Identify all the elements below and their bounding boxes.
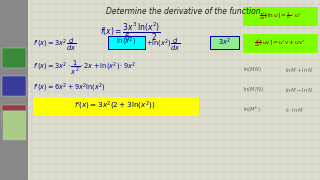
FancyBboxPatch shape (33, 96, 198, 116)
Text: Determine the derivative of the function.: Determine the derivative of the function… (107, 7, 263, 16)
Text: $+ \ln(x^2)\dfrac{d}{dx}$: $+ \ln(x^2)\dfrac{d}{dx}$ (146, 37, 180, 53)
FancyBboxPatch shape (2, 110, 26, 140)
FancyBboxPatch shape (243, 6, 317, 26)
Text: $k\cdot\ln M$: $k\cdot\ln M$ (285, 106, 304, 114)
Text: $\ln(MN)$: $\ln(MN)$ (243, 66, 262, 75)
Text: $\frac{d}{dx}[uv]=u'v+uv'$: $\frac{d}{dx}[uv]=u'v+uv'$ (254, 37, 306, 49)
Text: $\ln M-\ln N$: $\ln M-\ln N$ (285, 86, 313, 94)
FancyBboxPatch shape (2, 76, 26, 96)
FancyBboxPatch shape (2, 48, 26, 68)
Text: $\ln(M/N)$: $\ln(M/N)$ (243, 86, 264, 94)
FancyBboxPatch shape (0, 0, 28, 180)
FancyBboxPatch shape (2, 105, 26, 125)
Text: $f'(x) = 3x^2\dfrac{d}{dx}$: $f'(x) = 3x^2\dfrac{d}{dx}$ (33, 37, 76, 53)
Text: $\ln(M^k)$: $\ln(M^k)$ (243, 105, 261, 115)
Text: $f(x) = \dfrac{3x^3\,\ln(x^2)}{6\qquad\quad 2}$: $f(x) = \dfrac{3x^3\,\ln(x^2)}{6\qquad\q… (100, 20, 161, 43)
Text: $f'(x) = 3x^2 \cdot \dfrac{1}{x^2} \cdot 2x + \ln(x^2) \cdot 9x^2$: $f'(x) = 3x^2 \cdot \dfrac{1}{x^2} \cdot… (33, 60, 136, 77)
Text: $f'(x) = 3x^2(2 + 3\ln(x^2))$: $f'(x) = 3x^2(2 + 3\ln(x^2))$ (74, 100, 156, 112)
Text: $\ln(x^2)$: $\ln(x^2)$ (116, 36, 136, 48)
Text: $\ln M+\ln N$: $\ln M+\ln N$ (285, 66, 313, 74)
FancyBboxPatch shape (243, 33, 317, 53)
Text: $\frac{d}{dx}[\ln u]=\frac{1}{u}\cdot u'$: $\frac{d}{dx}[\ln u]=\frac{1}{u}\cdot u'… (259, 10, 301, 22)
Text: $3x^2$: $3x^2$ (218, 36, 230, 48)
FancyBboxPatch shape (210, 35, 238, 48)
FancyBboxPatch shape (108, 35, 145, 48)
Text: $f'(x) = 6x^2 + 9x^2\ln(x^2)$: $f'(x) = 6x^2 + 9x^2\ln(x^2)$ (33, 82, 106, 94)
